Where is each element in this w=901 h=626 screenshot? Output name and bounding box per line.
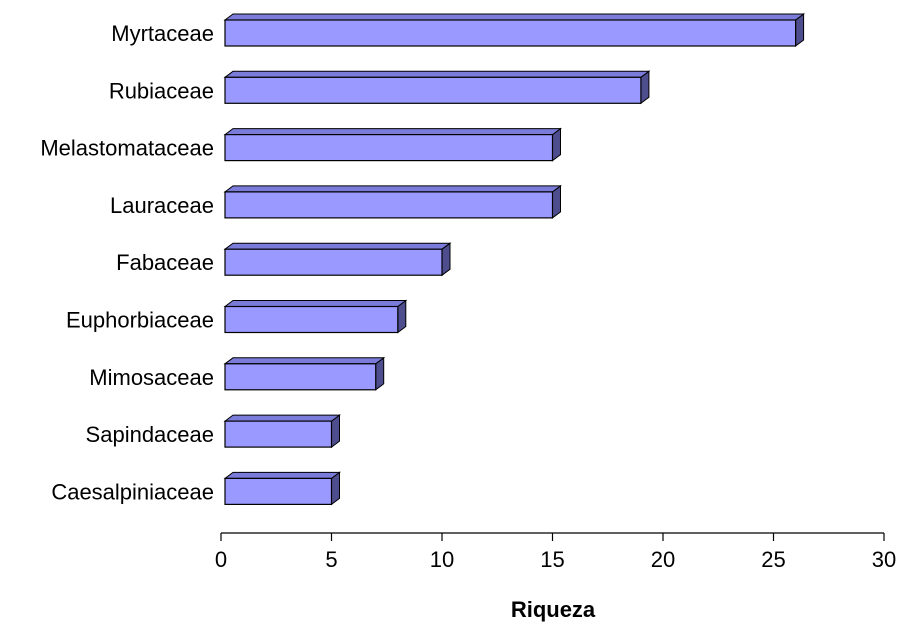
category-label: Mimosaceae <box>89 365 214 390</box>
bar-melastomataceae <box>223 127 562 162</box>
bar-fabaceae <box>223 242 452 277</box>
bar-lauraceae <box>223 184 562 219</box>
x-tick-label: 15 <box>540 547 564 572</box>
bar-top-face <box>223 128 562 136</box>
category-label: Rubiaceae <box>109 78 214 103</box>
x-axis-title: Riqueza <box>511 597 596 622</box>
bar-front-face <box>224 248 443 276</box>
x-tick-label: 25 <box>761 547 785 572</box>
bar-top-face <box>223 13 806 21</box>
bar-front-face <box>224 305 399 334</box>
bar-top-face <box>223 414 341 422</box>
bar-top-face <box>223 185 562 193</box>
bar-top-face <box>223 70 651 78</box>
category-label: Lauraceae <box>110 193 214 218</box>
category-label: Fabaceae <box>116 250 214 275</box>
bar-top-face <box>223 242 452 250</box>
category-label: Euphorbiaceae <box>66 308 214 333</box>
category-label: Melastomataceae <box>40 136 214 161</box>
x-tick-label: 10 <box>430 547 454 572</box>
bars-group <box>223 13 806 506</box>
category-label: Sapindaceae <box>86 422 214 447</box>
bar-front-face <box>224 134 554 162</box>
x-tick-label: 30 <box>872 547 896 572</box>
bar-rubiaceae <box>223 70 651 105</box>
x-axis: 0 5 10 15 20 25 30 <box>215 532 896 572</box>
x-tick-label: 0 <box>215 547 227 572</box>
bar-myrtaceae <box>223 13 806 47</box>
bar-front-face <box>224 76 642 104</box>
category-label: Caesalpiniaceae <box>51 479 214 504</box>
x-tick-label: 5 <box>325 547 337 572</box>
bar-front-face <box>224 19 797 47</box>
category-labels: Myrtaceae Rubiaceae Melastomataceae Laurace… <box>40 21 214 504</box>
bar-top-face <box>223 300 408 307</box>
bar-front-face <box>224 191 554 219</box>
bar-front-face <box>224 363 377 391</box>
x-tick-label: 20 <box>651 547 675 572</box>
bar-mimosaceae <box>223 356 386 391</box>
category-label: Myrtaceae <box>111 21 214 46</box>
bar-front-face <box>224 420 333 448</box>
bar-caesalpiniaceae <box>223 471 341 506</box>
bar-top-face <box>223 471 341 479</box>
bar-sapindaceae <box>223 414 341 449</box>
bar-front-face <box>224 477 333 505</box>
bar-euphorbiaceae <box>223 299 408 334</box>
bar-top-face <box>223 357 386 365</box>
